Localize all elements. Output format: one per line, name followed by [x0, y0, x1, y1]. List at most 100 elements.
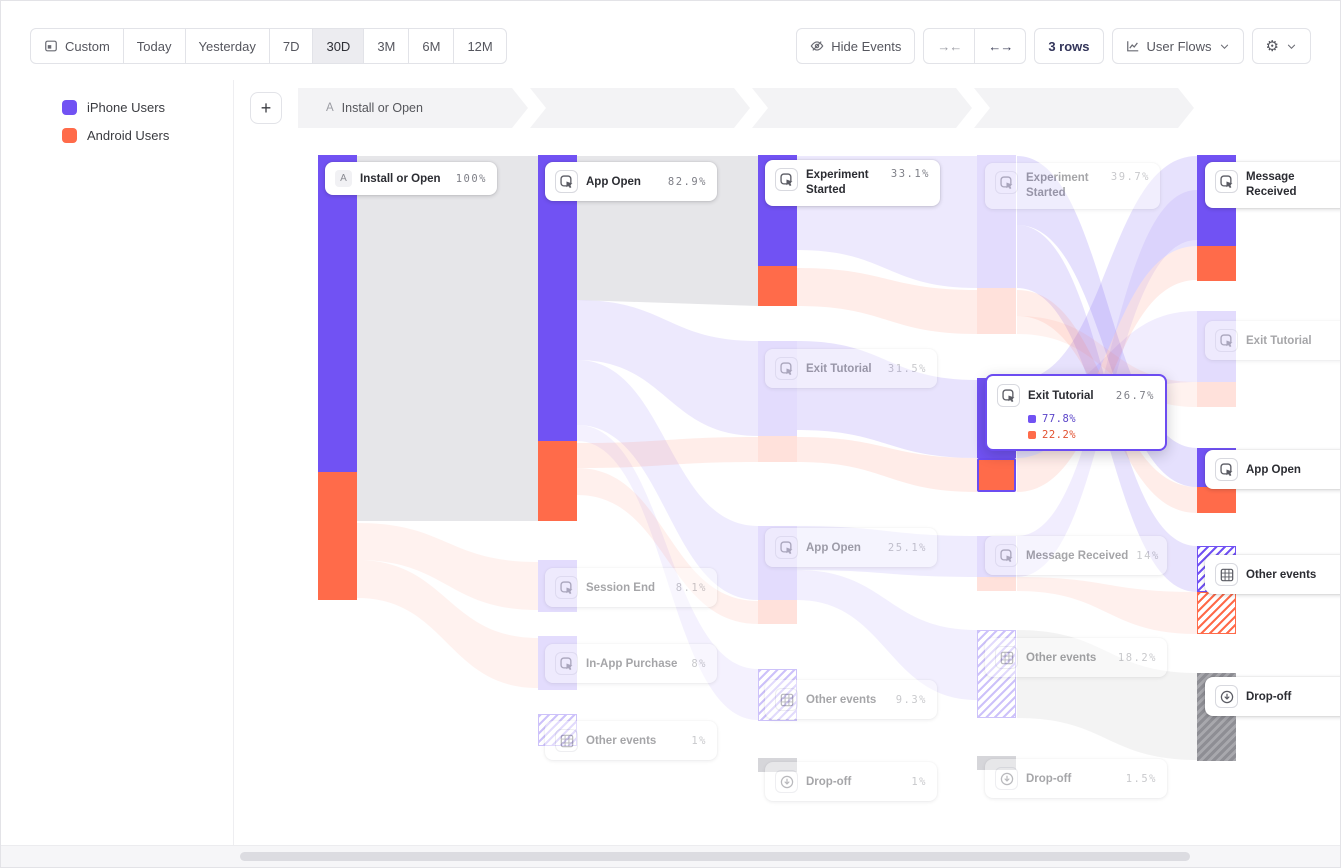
click-event-icon	[775, 536, 798, 559]
bar-other-events-faded[interactable]	[977, 630, 1016, 718]
horizontal-scrollbar[interactable]	[0, 846, 1341, 868]
range-12m-label: 12M	[467, 38, 493, 54]
node-card-other-events[interactable]: Other events 1%	[545, 721, 717, 760]
node-label: Exit Tutorial	[1028, 389, 1094, 402]
node-label: Exit Tutorial	[1246, 334, 1312, 347]
custom-range-label: Custom	[65, 38, 110, 54]
node-card-message-received[interactable]: Message Received 14%	[985, 536, 1167, 575]
bar-app-open-faded-android[interactable]	[758, 600, 797, 624]
node-card-app-open[interactable]: App Open 25.1%	[765, 528, 937, 567]
node-percent: 82.9%	[667, 175, 707, 188]
bar-exit-tutorial-faded[interactable]	[758, 341, 797, 436]
bar-other-events-faded[interactable]	[758, 669, 797, 721]
today-button[interactable]: Today	[123, 28, 186, 64]
node-label: Install or Open	[360, 172, 441, 185]
click-event-icon	[1215, 458, 1238, 481]
arrows-out-icon: ←→	[988, 38, 1013, 54]
scrollbar-thumb[interactable]	[240, 852, 1190, 861]
arrow-down-circle-icon	[775, 770, 798, 793]
range-30d-button[interactable]: 30D	[313, 28, 365, 64]
click-event-icon	[997, 384, 1020, 407]
android-users-label: Android Users	[87, 128, 170, 143]
range-6m-button[interactable]: 6M	[409, 28, 455, 64]
path-step-3[interactable]	[752, 88, 972, 128]
node-percent: 14%	[1136, 549, 1160, 562]
iphone-users-swatch	[62, 100, 77, 115]
bar-message-received-android[interactable]	[1197, 246, 1236, 281]
bar-exit-tutorial-faded-android[interactable]	[758, 436, 797, 462]
path-step-prefix: A	[326, 102, 334, 114]
bar-install-or-open-android[interactable]	[318, 472, 357, 600]
rows-count-button[interactable]: 3 rows	[1034, 28, 1104, 64]
range-12m-button[interactable]: 12M	[454, 28, 507, 64]
node-card-exit-tutorial[interactable]: Exit Tutorial	[1205, 321, 1341, 360]
hide-events-button[interactable]: Hide Events	[796, 28, 916, 64]
bar-experiment-started-android[interactable]	[758, 266, 797, 306]
click-event-icon	[775, 168, 798, 191]
node-card-app-open[interactable]: App Open 82.9%	[545, 162, 717, 201]
path-step-2[interactable]	[530, 88, 750, 128]
node-card-other-events[interactable]: Other events	[1205, 555, 1341, 594]
settings-button[interactable]: ⚙	[1251, 28, 1311, 64]
node-label: Other events	[586, 734, 657, 747]
node-card-install-or-open[interactable]: A Install or Open 100%	[325, 162, 497, 195]
node-card-other-events[interactable]: Other events 18.2%	[985, 638, 1167, 677]
node-percent: 39.7%	[1110, 171, 1150, 183]
node-label: Session End	[586, 581, 656, 594]
iphone-users-label: iPhone Users	[87, 100, 166, 115]
gear-icon: ⚙	[1265, 37, 1279, 55]
node-percent: 8.1%	[675, 581, 707, 594]
node-percent: 26.7%	[1115, 389, 1155, 402]
node-card-exit-tutorial[interactable]: Exit Tutorial 31.5%	[765, 349, 937, 388]
bar-drop-off-faded[interactable]	[977, 756, 1016, 770]
toolbar-right-group: Hide Events →← ←→ 3 rows User Flows ⚙	[796, 28, 1311, 64]
node-card-session-end[interactable]: Session End 8.1%	[545, 568, 717, 607]
bar-app-open-android[interactable]	[1197, 487, 1236, 513]
bar-other-events-android[interactable]	[1197, 592, 1236, 634]
node-percent: 1%	[911, 775, 927, 788]
click-event-icon	[1215, 329, 1238, 352]
node-label: Other events	[1246, 568, 1317, 581]
node-card-drop-off[interactable]: Drop-off 1.5%	[985, 759, 1167, 798]
legend-item-iphone-users[interactable]: iPhone Users	[62, 100, 169, 115]
node-card-in-app-purchase[interactable]: In-App Purchase 8%	[545, 644, 717, 683]
range-7d-button[interactable]: 7D	[269, 28, 314, 64]
bar-message-received-faded-android[interactable]	[977, 577, 1016, 591]
node-card-drop-off[interactable]: Drop-off	[1205, 677, 1341, 716]
bar-exit-tutorial-faded-android[interactable]	[1197, 382, 1236, 407]
node-tooltip-exit-tutorial[interactable]: Exit Tutorial 26.7% 77.8% 22.2%	[985, 374, 1167, 451]
node-card-other-events[interactable]: Other events 9.3%	[765, 680, 937, 719]
bar-drop-off-faded[interactable]	[758, 758, 797, 772]
collapse-columns-button[interactable]: →←	[923, 28, 976, 64]
node-percent: 18.2%	[1117, 651, 1157, 664]
iphone-swatch	[1028, 415, 1036, 423]
path-step-1[interactable]: A Install or Open	[298, 88, 528, 128]
expand-columns-button[interactable]: ←→	[975, 28, 1027, 64]
view-selector-button[interactable]: User Flows	[1111, 28, 1244, 64]
bar-app-open-android[interactable]	[538, 441, 577, 521]
path-step-4[interactable]	[974, 88, 1194, 128]
tooltip-breakdown: 77.8% 22.2%	[1028, 413, 1155, 441]
arrow-down-circle-icon	[1215, 685, 1238, 708]
custom-range-button[interactable]: Custom	[30, 28, 124, 64]
path-step-label: Install or Open	[341, 101, 423, 115]
bar-app-open-iphone[interactable]	[538, 155, 577, 441]
node-card-experiment-started[interactable]: Experiment Started 33.1%	[765, 160, 940, 206]
bar-experiment-started-faded-android[interactable]	[977, 288, 1016, 334]
node-card-message-received[interactable]: Message Received	[1205, 162, 1341, 208]
legend-item-android-users[interactable]: Android Users	[62, 128, 169, 143]
node-card-experiment-started[interactable]: Experiment Started 39.7%	[985, 163, 1160, 209]
bar-install-or-open-iphone[interactable]	[318, 155, 357, 472]
breakdown-android: 22.2%	[1028, 429, 1155, 441]
yesterday-button[interactable]: Yesterday	[185, 28, 270, 64]
node-percent: 33.1%	[890, 168, 930, 180]
bar-exit-tutorial-selected-android[interactable]	[977, 458, 1016, 492]
panel-divider	[233, 80, 234, 845]
node-label: Drop-off	[1026, 772, 1072, 785]
range-3m-button[interactable]: 3M	[364, 28, 410, 64]
range-3m-label: 3M	[377, 38, 396, 54]
collapse-expand-control: →← ←→	[923, 28, 1027, 64]
node-card-app-open[interactable]: App Open	[1205, 450, 1341, 489]
node-card-drop-off[interactable]: Drop-off 1%	[765, 762, 937, 801]
add-step-button[interactable]: +	[250, 92, 282, 124]
